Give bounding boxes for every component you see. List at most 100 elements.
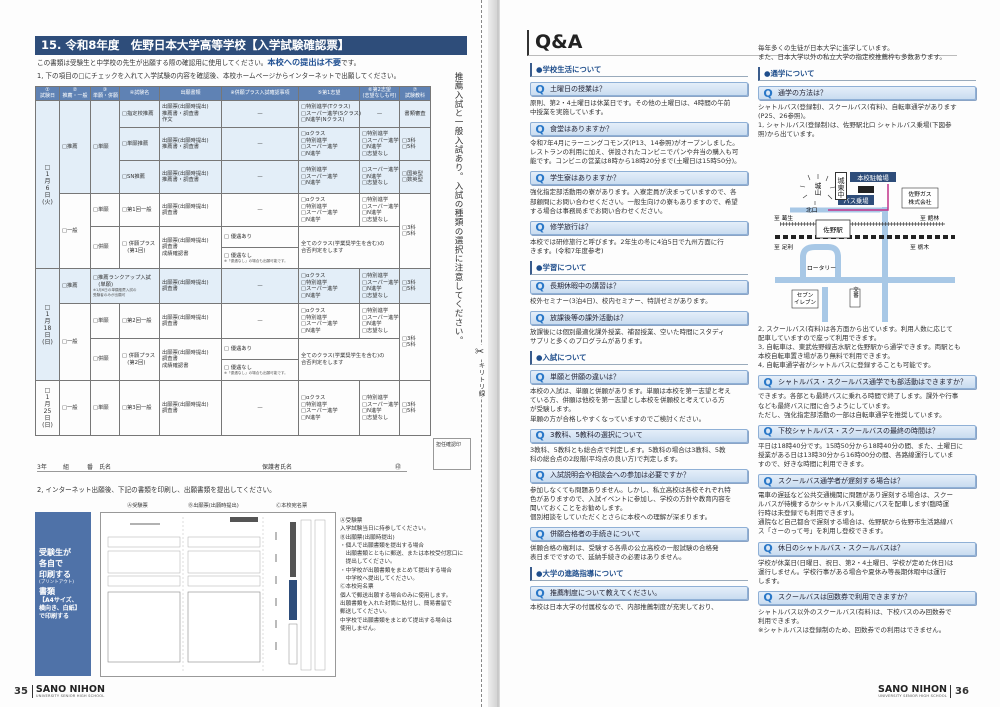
guardian-label: 保護者氏名 bbox=[262, 464, 293, 471]
table-cell[interactable]: □ 1 月 6 日 (火) bbox=[35, 100, 60, 270]
column-header: ③ 単願・併願 bbox=[90, 85, 120, 102]
question-bar: Q 放課後等の課外活動は？ bbox=[530, 311, 748, 326]
table-cell[interactable]: □特別進学(Tクラス) □スーパー進学(Sクラス) □N進学(Nクラス) bbox=[298, 100, 361, 129]
question-text: 長期休暇中の講習は？ bbox=[550, 282, 620, 291]
question-text: スクールバス通学者が遅刻する場合は？ bbox=[778, 476, 904, 485]
table-cell[interactable]: □αクラス □特別進学 □スーパー進学 □N進学 bbox=[298, 380, 360, 437]
table-cell[interactable]: □特別進学 □スーパー進学 □N進学 □志望なし bbox=[359, 380, 400, 437]
cell-text: □ 併願プラス (第1回) bbox=[122, 241, 156, 254]
table-cell[interactable]: □3科 □5科 bbox=[399, 303, 431, 382]
table-cell[interactable]: □一般 bbox=[59, 193, 91, 270]
answer-text: 2, スクールバス(有料)は各方面から出ています。利用人数に応じて 配車していま… bbox=[758, 325, 961, 370]
cell-text: 出願票(出願時提出) 推薦書・調査書 作文 bbox=[162, 104, 209, 124]
table-cell[interactable]: □ 優遇なし ※「優遇なし」の場合も出願可能です。 bbox=[221, 247, 299, 270]
table-cell[interactable]: □αクラス □特別進学 □スーパー進学 □N進学 bbox=[298, 303, 360, 340]
table-cell[interactable]: □3科 □5科 bbox=[399, 193, 431, 270]
table-cell[interactable]: □特別進学 □スーパー進学 □N進学 □志望なし bbox=[359, 193, 400, 228]
table-cell[interactable]: □ 1 月 25 日 (日) bbox=[35, 380, 60, 437]
question-bar: Q 単願と併願の違いは？ bbox=[530, 370, 748, 385]
table-cell: 出願票(出願時提出) 推薦書・調査書 作文 bbox=[159, 100, 222, 129]
map-label-ashikaga: 至 足利 bbox=[774, 243, 793, 251]
question-text: 併願合格者の手続きについて bbox=[550, 529, 641, 538]
question-text: 学生寮はありますか？ bbox=[550, 173, 620, 182]
table-row: □ 1 月 25 日 (日) □一般 □単願 □第3回一般 出願票(出願時提出) 調査書… bbox=[35, 380, 431, 437]
section-heading: ●通学について bbox=[758, 67, 976, 82]
table-cell: 全てのクラス(学業奨学生を含む)の 合否判定をします bbox=[298, 226, 400, 270]
table-cell[interactable]: □3科 □5科 bbox=[399, 380, 431, 437]
table-cell[interactable]: □ 優遇なし ※「優遇なし」の場合も出願可能です。 bbox=[221, 359, 299, 382]
table-cell[interactable]: □指定校推薦 bbox=[119, 100, 160, 129]
table-cell[interactable]: □国英型 □数英型 bbox=[399, 160, 431, 195]
cell-text: □ 1 月 25 日 (日) bbox=[42, 387, 53, 430]
table-cell[interactable]: □推薦 bbox=[59, 268, 91, 305]
table-cell[interactable]: □一般 bbox=[59, 380, 91, 437]
number-label: 番 bbox=[87, 464, 94, 471]
table-cell[interactable]: □αクラス □特別進学 □スーパー進学 □N進学 bbox=[298, 268, 360, 305]
table-cell[interactable]: □ 優遇あり bbox=[221, 338, 299, 361]
map-shiroyama-rays bbox=[799, 174, 836, 205]
cell-text: □ 併願プラス (第2回) bbox=[122, 353, 156, 366]
answer-text: 本校は日本大学の付属校なので、内部推薦制度が充実しており、 bbox=[530, 603, 718, 612]
table-cell: 出願票(出願時提出) 調査書 成績確認書 bbox=[159, 338, 222, 382]
answer-text: シャトルバス以外のスクールバス(有料)は、下校バスのみ回数券で 利用できます。 … bbox=[758, 607, 952, 634]
year-label: 3年 bbox=[37, 464, 47, 471]
form-label-b: Ⓑ出願票(出願時提出) bbox=[188, 503, 239, 509]
cell-text: □特別進学 □スーパー進学 □N進学 □志望なし bbox=[362, 131, 399, 157]
table-cell[interactable]: □ 併願プラス (第1回) bbox=[119, 226, 160, 270]
table-cell[interactable]: □特別進学 □スーパー進学 □N進学 □志望なし bbox=[359, 127, 400, 162]
cell-text: □指定校推薦 bbox=[122, 110, 154, 117]
q-icon: Q bbox=[535, 429, 545, 443]
table-cell[interactable]: □推薦ランクアップ入試 (単願) ※1月6日の単願推薦入試の 受験者のみが出願可 bbox=[90, 268, 160, 305]
table-cell[interactable]: □一般 bbox=[59, 303, 91, 382]
cell-text: 出願票(出願時提出) 調査書 bbox=[162, 279, 209, 293]
table-cell[interactable]: □3科 □5科 bbox=[399, 127, 431, 162]
table-cell[interactable]: □SN推薦 bbox=[119, 160, 160, 195]
table-cell: 出願票(出願時提出) 調査書 bbox=[159, 268, 222, 305]
map-label-seven: セブンイレブン bbox=[794, 291, 817, 306]
map-label-tatebayashi: 至 館林 bbox=[920, 214, 939, 222]
question-bar: Q スクールバスは回数券で利用できますか？ bbox=[758, 590, 976, 605]
table-cell[interactable]: □第3回一般 bbox=[119, 380, 160, 437]
table-cell[interactable]: □ 1 月 18 日 (日) bbox=[35, 268, 60, 382]
table-cell[interactable]: □併願 bbox=[90, 338, 120, 382]
table-cell[interactable]: □推薦 bbox=[59, 100, 91, 195]
question-bar: Q 推薦制度について教えてください。 bbox=[530, 586, 748, 601]
table-cell[interactable]: □αクラス □特別進学 □スーパー進学 □N進学 bbox=[298, 127, 360, 162]
table-cell[interactable]: □特別進学 □スーパー進学 □N進学 □志望なし bbox=[359, 268, 400, 305]
answer-text: シャトルバス(登録制)、スクールバス(有料)、自転車通学があります (P25、2… bbox=[758, 103, 957, 139]
cell-text: 出願票(出願時提出) 調査書 成績確認書 bbox=[162, 349, 209, 369]
table-cell[interactable]: □第1回一般 bbox=[119, 193, 160, 228]
table-cell[interactable]: □ 併願プラス (第2回) bbox=[119, 338, 160, 382]
table-cell[interactable]: □併願 bbox=[90, 226, 120, 270]
map-label-koban: 交番 bbox=[852, 285, 859, 299]
table-cell[interactable]: □スーパー進学 □N進学 □志望なし bbox=[359, 160, 400, 195]
question-text: 下校シャトルバス・スクールバスの最終の時間は？ bbox=[778, 427, 939, 436]
table-cell[interactable]: □第2回一般 bbox=[119, 303, 160, 340]
table-cell[interactable]: □αクラス □特別進学 □スーパー進学 □N進学 bbox=[298, 193, 360, 228]
cell-text: □αクラス □特別進学 □スーパー進学 □N進学 bbox=[301, 308, 338, 334]
cell-text: □併願 bbox=[93, 356, 109, 363]
table-cell[interactable]: □単願 bbox=[90, 380, 120, 437]
table-cell[interactable]: □ 優遇あり bbox=[221, 226, 299, 249]
logo-text: SANO NIHON bbox=[35, 684, 105, 695]
map-koban-box bbox=[849, 288, 861, 308]
table-cell[interactable]: □特別進学 □スーパー進学 □N進学 bbox=[298, 160, 360, 195]
qa-right-column-top: 毎年多くの生徒が日本大学に進学しています。 また、日本大学以外の私立大学の指定校… bbox=[758, 44, 976, 140]
print-box-line: 各自で bbox=[39, 559, 63, 568]
table-cell[interactable]: □単願 bbox=[90, 193, 120, 228]
print-box-line: で印刷する bbox=[39, 613, 70, 620]
scissors-icon: ✂ bbox=[475, 345, 485, 358]
table-cell[interactable]: □特別進学 □スーパー進学 □N進学 □志望なし bbox=[359, 303, 400, 340]
cell-text: □αクラス □特別進学 □スーパー進学 □N進学 bbox=[301, 131, 338, 157]
table-cell[interactable]: □単願推薦 bbox=[119, 127, 160, 162]
page-title: 15. 令和8年度 佐野日本大学高等学校【入学試験確認票】 bbox=[35, 36, 467, 55]
teacher-stamp-box[interactable]: 担任確認印 bbox=[433, 438, 471, 470]
table-cell: — bbox=[221, 127, 299, 162]
cell-text: □ 優遇あり bbox=[224, 233, 252, 240]
answer-text: 放課後には個別最適化課外授業、補習授業、空いた時間にスタディ サプリと多くのプロ… bbox=[530, 328, 725, 346]
question-text: 通学の方法は？ bbox=[778, 88, 827, 97]
table-cell[interactable]: □3科 □5科 bbox=[399, 268, 431, 305]
table-cell[interactable]: □単願 bbox=[90, 100, 120, 195]
table-cell[interactable]: □単願 bbox=[90, 303, 120, 340]
student-name-line[interactable]: 3年 組 番 氏名 保護者氏名 ㊞ bbox=[37, 462, 407, 472]
